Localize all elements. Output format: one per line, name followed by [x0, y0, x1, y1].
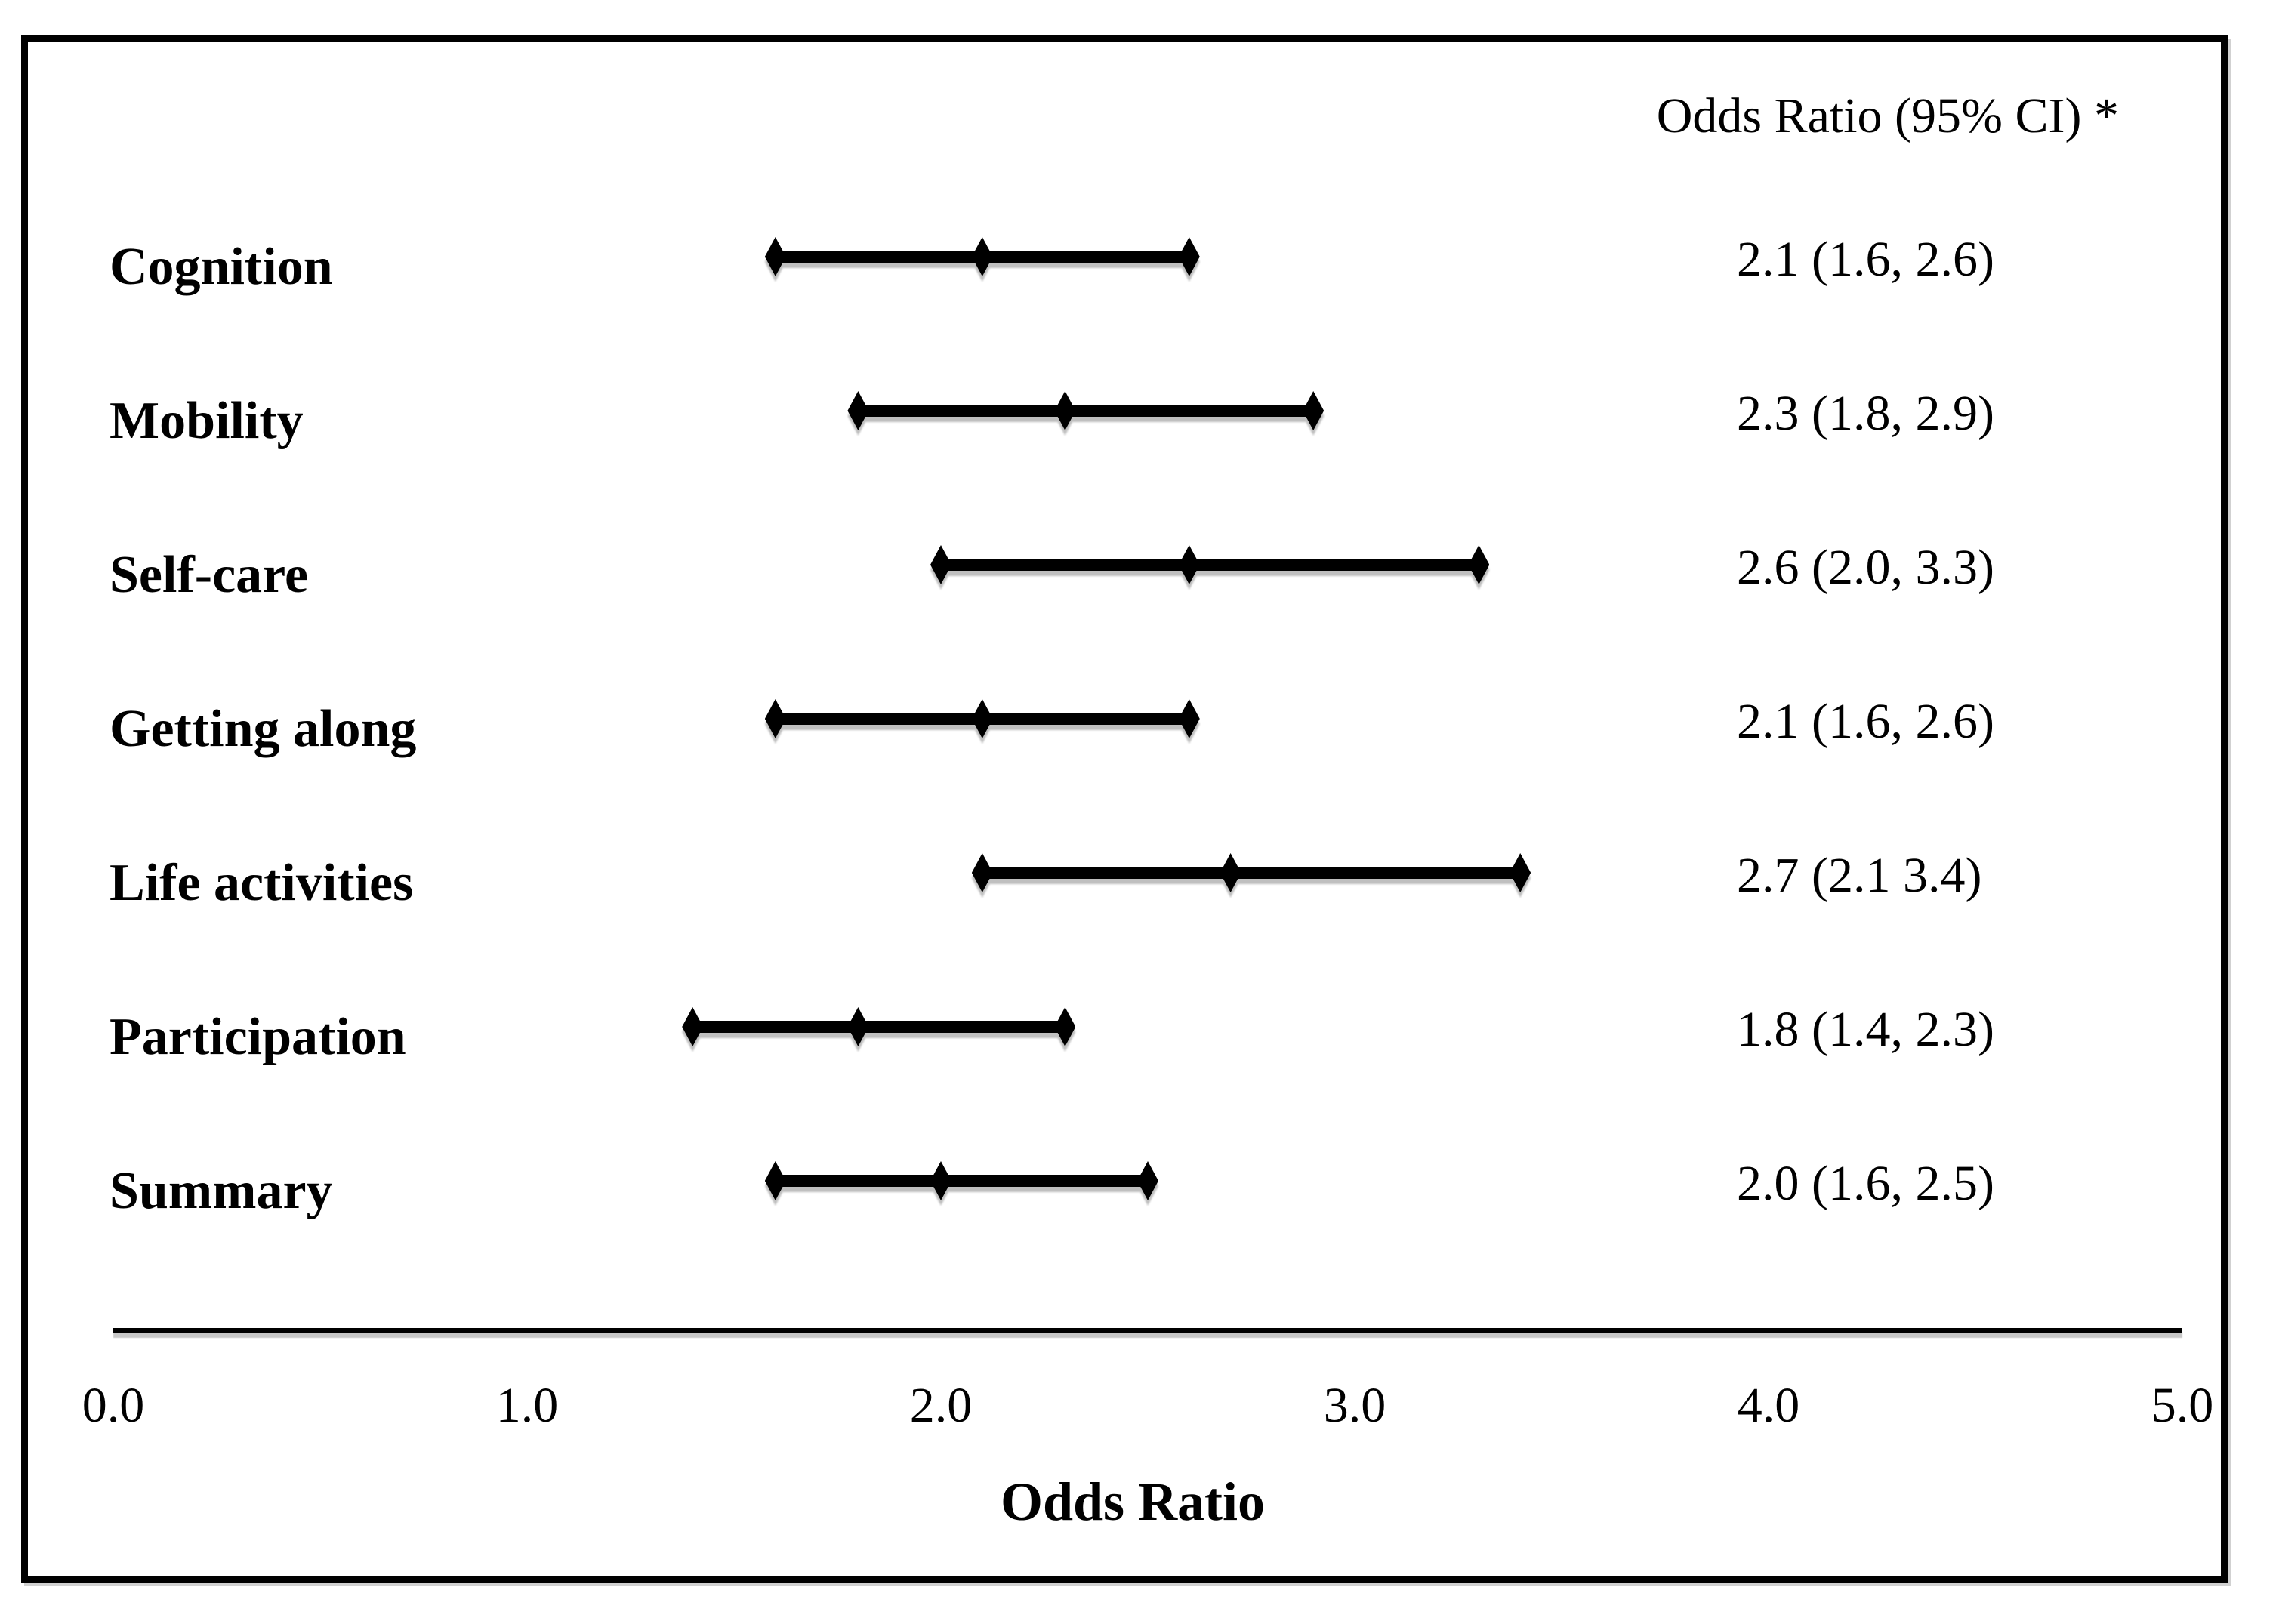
x-axis-tick-label: 3.0 [1323, 1378, 1386, 1433]
x-axis-tick-label: 5.0 [2151, 1378, 2214, 1433]
row-label: Mobility [109, 392, 304, 450]
row-or-ci-value: 1.8 (1.4, 2.3) [1737, 1002, 1994, 1057]
row-or-ci-value: 2.3 (1.8, 2.9) [1737, 386, 1994, 441]
row-or-ci-value: 2.6 (2.0, 3.3) [1737, 540, 1994, 595]
x-axis-tick-label: 1.0 [495, 1378, 559, 1433]
row-or-ci-value: 2.1 (1.6, 2.6) [1737, 232, 1994, 287]
row-label: Self-care [109, 546, 309, 604]
x-axis-line [113, 1328, 2182, 1333]
x-axis-tick-label: 2.0 [909, 1378, 973, 1433]
row-or-ci-value: 2.0 (1.6, 2.5) [1737, 1156, 1994, 1211]
or-ci-column-header: Odds Ratio (95% CI) * [1656, 88, 2119, 143]
row-label: Getting along [109, 700, 417, 758]
x-axis-tick-label: 4.0 [1737, 1378, 1800, 1433]
row-label: Cognition [109, 238, 333, 296]
row-label: Life activities [109, 854, 414, 912]
figure-border-frame [21, 35, 2228, 1583]
row-or-ci-value: 2.7 (2.1 3.4) [1737, 848, 1982, 903]
row-or-ci-value: 2.1 (1.6, 2.6) [1737, 694, 1994, 749]
x-axis-tick-label: 0.0 [82, 1378, 145, 1433]
row-label: Summary [109, 1162, 333, 1220]
row-label: Participation [109, 1008, 406, 1066]
x-axis-title: Odds Ratio [1000, 1471, 1266, 1532]
